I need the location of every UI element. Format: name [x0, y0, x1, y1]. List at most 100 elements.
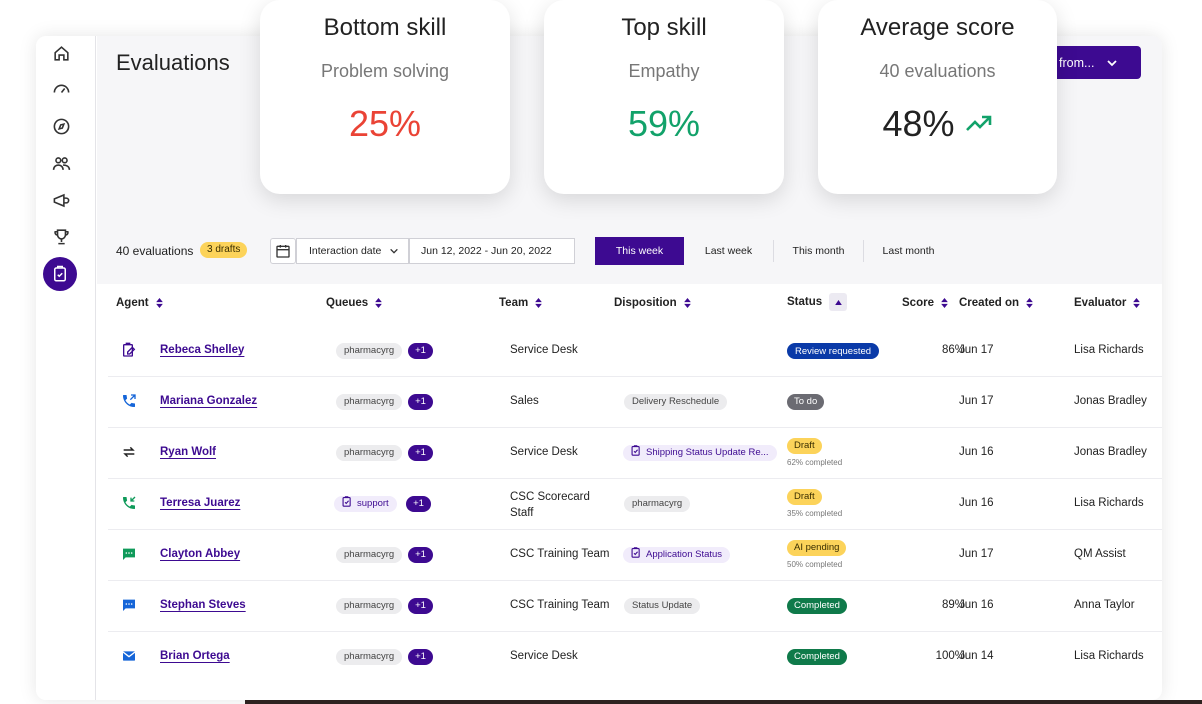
table-row[interactable]: Stephan Steves pharmacyrg +1 CSC Training T…: [108, 581, 1162, 632]
created-on-cell: Jun 17: [959, 395, 994, 407]
start-from-button[interactable]: from...: [1053, 46, 1141, 79]
status-badge: Draft: [787, 489, 822, 505]
date-type-select[interactable]: Interaction date: [296, 238, 409, 264]
clipboard-icon: [631, 444, 641, 462]
evaluator-cell: Jonas Bradley: [1074, 446, 1147, 458]
agent-link[interactable]: Rebeca Shelley: [160, 344, 245, 356]
evaluator-cell: Lisa Richards: [1074, 344, 1144, 356]
column-header-queues[interactable]: Queues: [326, 297, 383, 309]
queue-chip[interactable]: pharmacyrg: [336, 445, 403, 461]
score-cell: 89%: [941, 599, 965, 611]
queue-more-badge[interactable]: +1: [408, 343, 433, 359]
transfer-arrows-icon: [119, 442, 139, 462]
queue-more-badge[interactable]: +1: [406, 496, 431, 512]
chat-blue-icon: [119, 595, 139, 615]
queue-chip[interactable]: support: [334, 495, 397, 512]
table-row[interactable]: Clayton Abbey pharmacyrg +1 CSC Training Te…: [108, 530, 1162, 581]
divider: [773, 240, 774, 262]
disposition-chip[interactable]: Status Update: [624, 598, 701, 614]
evaluations-nav-icon[interactable]: [43, 257, 77, 291]
column-header-disposition[interactable]: Disposition: [614, 297, 691, 309]
header-label: Status: [787, 296, 823, 308]
queue-more-badge[interactable]: +1: [408, 445, 433, 461]
table-row[interactable]: Mariana Gonzalez pharmacyrg +1 Sales Deliver…: [108, 377, 1162, 428]
column-header-score[interactable]: Score: [902, 297, 948, 309]
drafts-badge[interactable]: 3 drafts: [200, 242, 248, 258]
agent-link[interactable]: Stephan Steves: [160, 599, 246, 611]
team-cell: CSC Training Team: [510, 599, 610, 611]
start-from-label: from...: [1059, 55, 1095, 70]
disposition-label: Application Status: [646, 549, 723, 560]
disposition-chip[interactable]: Application Status: [623, 546, 731, 563]
chat-green-icon: [119, 544, 139, 564]
period-last-week[interactable]: Last week: [704, 245, 753, 257]
phone-incoming-icon: [119, 493, 139, 513]
column-header-agent[interactable]: Agent: [116, 297, 163, 309]
sort-icon: [941, 298, 948, 308]
sort-icon: [1133, 298, 1141, 308]
disposition-chip[interactable]: pharmacyrg: [624, 496, 691, 512]
column-header-team[interactable]: Team: [499, 297, 543, 309]
table-row[interactable]: Rebeca Shelley pharmacyrg +1 Service Desk Re…: [108, 326, 1162, 377]
header-label: Evaluator: [1074, 297, 1127, 309]
queue-label: support: [357, 498, 389, 509]
chevron-down-icon: [390, 248, 399, 254]
period-this-month[interactable]: This month: [792, 245, 845, 257]
queue-chip[interactable]: pharmacyrg: [336, 649, 403, 665]
period-last-month[interactable]: Last month: [882, 245, 935, 257]
megaphone-icon[interactable]: [50, 189, 72, 211]
queue-chip[interactable]: pharmacyrg: [336, 394, 403, 410]
card-subtitle: 40 evaluations: [879, 61, 996, 81]
disposition-label: Shipping Status Update Re...: [646, 447, 769, 458]
column-header-status[interactable]: Status: [787, 293, 848, 311]
dashboard-gauge-icon[interactable]: [50, 77, 72, 99]
calendar-icon[interactable]: [270, 238, 296, 264]
card-value-text: 25%: [348, 103, 422, 144]
period-this-week[interactable]: This week: [595, 237, 684, 265]
table-row[interactable]: Brian Ortega pharmacyrg +1 Service Desk Comp…: [108, 632, 1162, 683]
header-label: Created on: [959, 297, 1020, 309]
agent-link[interactable]: Clayton Abbey: [160, 548, 241, 560]
column-header-evaluator[interactable]: Evaluator: [1074, 297, 1141, 309]
queue-more-badge[interactable]: +1: [408, 598, 433, 614]
team-cell: Service Desk: [510, 650, 578, 662]
status-badge: To do: [787, 394, 825, 410]
queue-more-badge[interactable]: +1: [408, 547, 433, 563]
score-cell: 100%: [935, 650, 965, 662]
queue-chip[interactable]: pharmacyrg: [336, 547, 403, 563]
queue-chip[interactable]: pharmacyrg: [336, 343, 403, 359]
agent-link[interactable]: Terresa Juarez: [160, 497, 241, 509]
agent-link[interactable]: Mariana Gonzalez: [160, 395, 258, 407]
table-row[interactable]: Terresa Juarez support +1 CSC Scorecard Staf…: [108, 479, 1162, 530]
team-icon[interactable]: [50, 152, 72, 174]
card-value: 59%: [544, 103, 784, 145]
card-title: Top skill: [621, 14, 707, 41]
trophy-icon[interactable]: [50, 225, 72, 247]
queue-more-badge[interactable]: +1: [408, 394, 433, 410]
agent-link[interactable]: Ryan Wolf: [160, 446, 217, 458]
card-subtitle: Problem solving: [320, 61, 450, 81]
created-on-cell: Jun 17: [959, 344, 994, 356]
status-badge: AI pending: [787, 540, 847, 556]
status-badge: Completed: [787, 649, 847, 665]
column-header-created-on[interactable]: Created on: [959, 297, 1033, 309]
phone-outgoing-icon: [119, 391, 139, 411]
home-icon[interactable]: [50, 42, 72, 64]
evaluator-cell: Lisa Richards: [1074, 650, 1144, 662]
table-row[interactable]: Ryan Wolf pharmacyrg +1 Service Desk Shippin…: [108, 428, 1162, 479]
compass-icon[interactable]: [50, 115, 72, 137]
queue-more-badge[interactable]: +1: [408, 649, 433, 665]
agent-link[interactable]: Brian Ortega: [160, 650, 230, 662]
sort-ascending-icon: [829, 293, 848, 311]
card-value-text: 59%: [627, 103, 701, 144]
disposition-chip[interactable]: Delivery Reschedule: [624, 394, 728, 410]
sort-icon: [375, 298, 383, 308]
queue-chip[interactable]: pharmacyrg: [336, 598, 403, 614]
header-label: Agent: [116, 297, 149, 309]
date-range-input[interactable]: Jun 12, 2022 - Jun 20, 2022: [409, 238, 575, 264]
created-on-cell: Jun 16: [959, 497, 994, 509]
disposition-chip[interactable]: Shipping Status Update Re...: [623, 444, 777, 462]
evaluations-table: Agent Queues Team Disposition Status: [97, 284, 1162, 700]
card-title: Bottom skill: [323, 14, 447, 41]
clipboard-edit-icon: [119, 340, 139, 360]
